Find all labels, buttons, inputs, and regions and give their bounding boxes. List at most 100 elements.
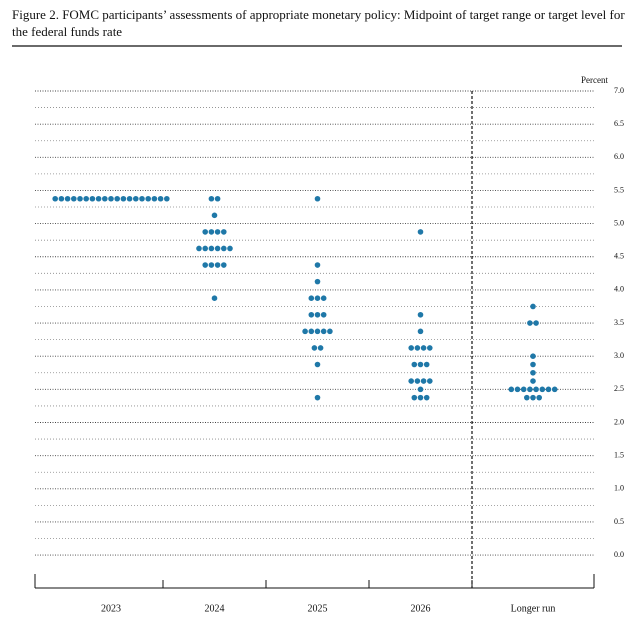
dot: [214, 229, 221, 235]
y-tick-label: 5.0: [614, 218, 624, 227]
dot: [327, 328, 333, 335]
dot: [95, 195, 102, 202]
y-tick-label: 0.0: [614, 550, 624, 559]
dot: [314, 278, 321, 285]
dot: [58, 195, 65, 202]
y-tick-label: 1.0: [614, 484, 624, 493]
dot: [317, 345, 324, 351]
dot: [314, 195, 321, 202]
dot: [530, 361, 536, 368]
dot: [520, 386, 527, 393]
y-tick-label: 2.5: [614, 384, 624, 393]
dot: [545, 386, 552, 393]
dot: [524, 394, 530, 401]
dot: [157, 195, 164, 202]
dot: [420, 378, 427, 384]
y-tick-label: 6.0: [614, 152, 624, 161]
dot: [221, 245, 227, 252]
dot: [114, 195, 120, 202]
dot: [227, 245, 233, 252]
dot: [411, 394, 418, 401]
dot: [196, 245, 202, 252]
dot: [423, 361, 430, 368]
dot: [108, 195, 114, 202]
dot: [126, 195, 133, 202]
dot: [308, 328, 315, 335]
dot: [527, 320, 533, 326]
dot: [420, 345, 427, 351]
dot: [527, 386, 533, 393]
y-tick-label: 2.0: [614, 417, 624, 426]
dot: [417, 311, 424, 318]
dot: [408, 378, 415, 384]
dot: [52, 195, 58, 202]
dot: [530, 394, 536, 401]
dot: [514, 386, 521, 393]
dot: [133, 195, 139, 202]
y-tick-label: 3.5: [614, 318, 624, 327]
dot: [411, 361, 418, 368]
dot: [208, 262, 215, 268]
dot: [314, 262, 321, 268]
x-tick-label: Longer run: [511, 603, 556, 614]
dot: [533, 386, 539, 393]
dot: [221, 262, 227, 268]
dot: [423, 394, 430, 401]
dot: [414, 378, 421, 384]
dot: [83, 195, 89, 202]
dot: [308, 295, 315, 301]
dot: [414, 345, 421, 351]
dot: [308, 311, 315, 318]
title-box: Figure 2. FOMC participants’ assessments…: [12, 7, 625, 39]
dot: [302, 328, 308, 335]
dot: [530, 353, 536, 360]
dot: [202, 245, 208, 252]
dot: [164, 195, 170, 202]
dot: [202, 262, 208, 268]
dot: [320, 295, 327, 301]
dot: [64, 195, 71, 202]
dot: [221, 229, 227, 235]
dot: [320, 328, 327, 335]
y-tick-label: 7.0: [614, 86, 624, 95]
dot: [89, 195, 96, 202]
dot: [551, 386, 558, 393]
dot: [314, 328, 321, 335]
dot: [208, 195, 215, 202]
dot: [530, 303, 536, 310]
x-tick-label: 2023: [101, 603, 121, 614]
y-tick-label: 1.5: [614, 450, 624, 459]
dot: [211, 212, 218, 219]
y-tick-label: 4.5: [614, 252, 624, 261]
dot: [151, 195, 158, 202]
chart-title: Figure 2. FOMC participants’ assessments…: [12, 7, 625, 39]
dot: [408, 345, 415, 351]
x-tick-label: 2024: [205, 603, 225, 614]
dot: [314, 361, 321, 368]
dot: [314, 311, 321, 318]
dot: [427, 378, 433, 384]
dot: [508, 386, 515, 393]
dot: [417, 394, 424, 401]
dot: [536, 394, 542, 401]
x-tick-label: 2026: [411, 603, 431, 614]
dot: [533, 320, 539, 326]
dot: [202, 229, 208, 235]
dot: [214, 262, 221, 268]
dot: [417, 328, 424, 335]
dot: [314, 394, 321, 401]
dot: [417, 361, 424, 368]
dot: [214, 245, 221, 252]
dot: [417, 386, 424, 393]
x-tick-label: 2025: [308, 603, 328, 614]
dot: [539, 386, 546, 393]
y-tick-label: 3.0: [614, 351, 624, 360]
dot: [77, 195, 83, 202]
y-axis-label: Percent: [581, 75, 608, 85]
dot: [214, 195, 221, 202]
dot: [120, 195, 127, 202]
dot: [320, 311, 327, 318]
dot: [417, 229, 424, 235]
y-tick-label: 4.0: [614, 285, 624, 294]
